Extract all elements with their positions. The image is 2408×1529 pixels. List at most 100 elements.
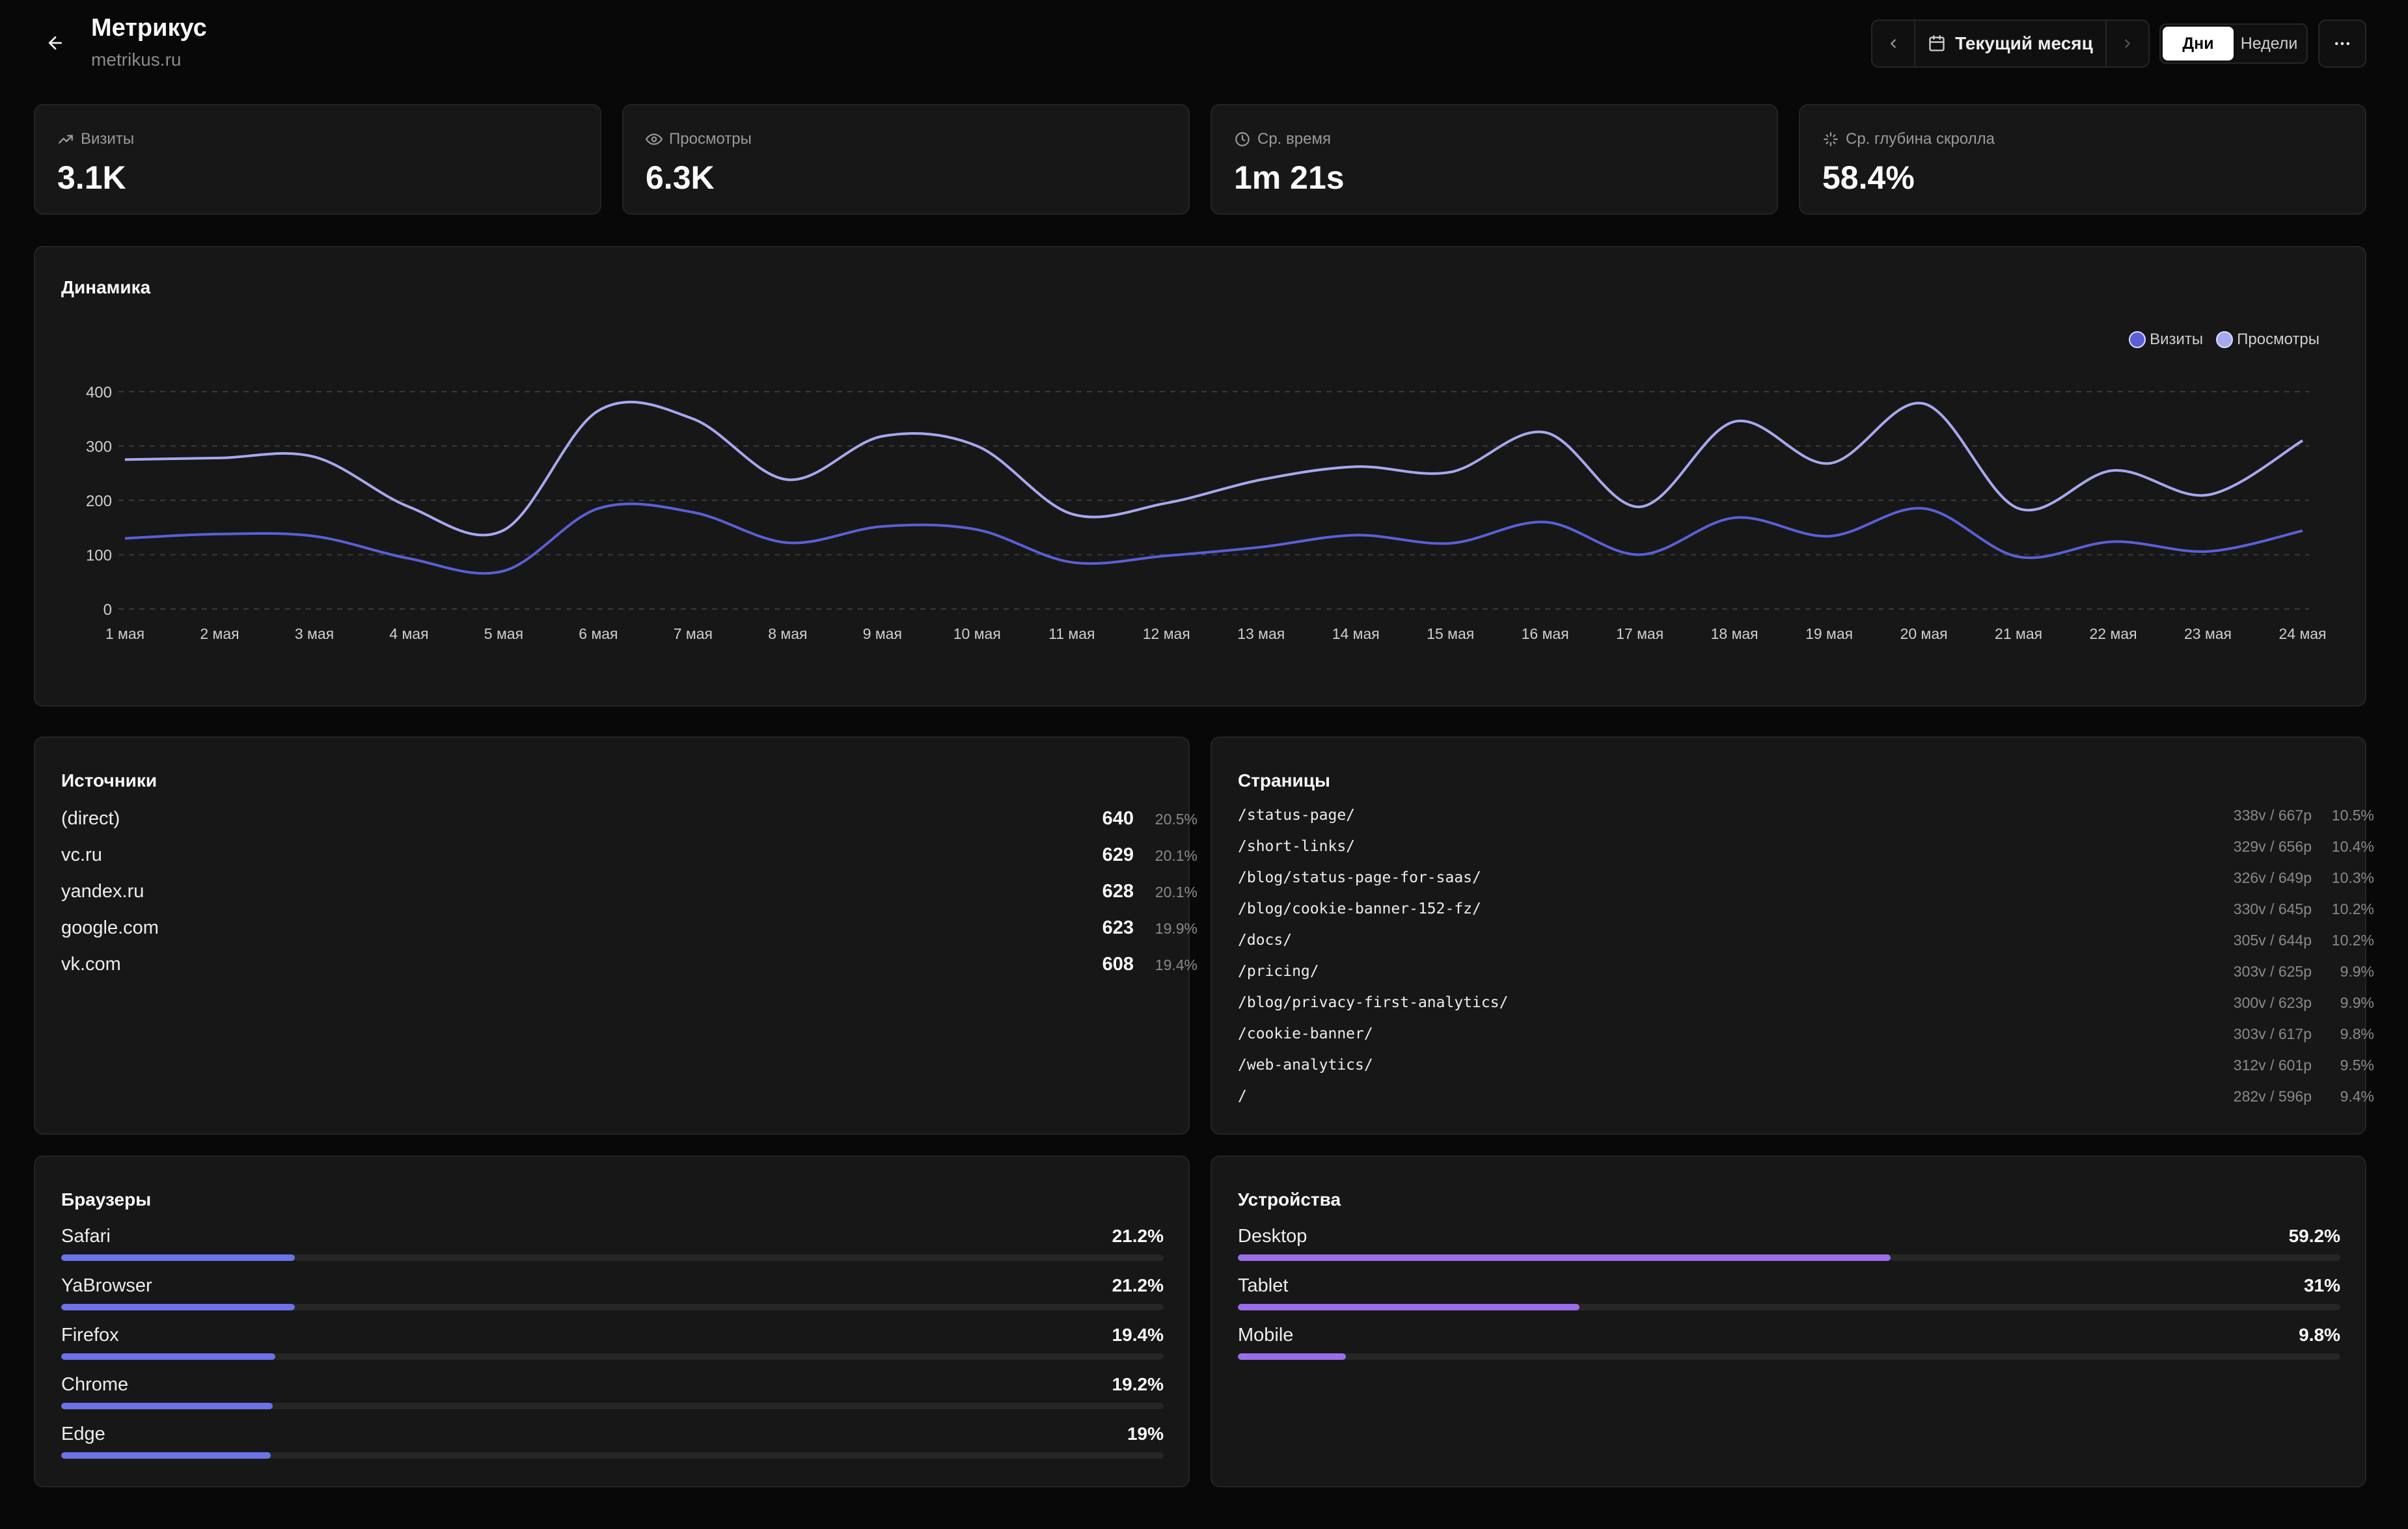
page-percent: 10.3% (2331, 869, 2374, 886)
browsers-title: Браузеры (61, 1189, 152, 1210)
bar-fill (1238, 1254, 1891, 1261)
bar-fill (1238, 1304, 1580, 1310)
kpi-label: Ср. время (1257, 130, 1331, 148)
back-button[interactable] (39, 30, 72, 56)
source-count: 640 (1102, 808, 1134, 829)
dynamics-title: Динамика (61, 277, 151, 297)
x-tick-label: 6 мая (579, 625, 618, 642)
device-row[interactable]: Tablet 31% (1238, 1275, 2340, 1314)
source-name: yandex.ru (61, 881, 144, 902)
browser-percent: 21.2% (1112, 1275, 1164, 1295)
browser-name: Firefox (61, 1325, 119, 1346)
page-visits-views: 282v / 596p (2233, 1088, 2312, 1105)
browsers-card: Браузеры Safari 21.2% YaBrowser 21.2% Fi… (34, 1156, 1190, 1487)
device-name: Mobile (1238, 1325, 1294, 1346)
page-percent: 10.5% (2331, 807, 2374, 824)
more-menu-button[interactable] (2318, 20, 2366, 68)
header: Метрикус metrikus.ru Текущий месяц Дни Н… (0, 0, 2408, 91)
page-path: /blog/privacy-first-analytics/ (1238, 994, 1509, 1011)
page-row[interactable]: /blog/status-page-for-saas/ 326v / 649p … (1238, 869, 2374, 893)
source-percent: 19.9% (1155, 920, 1197, 937)
y-tick-label: 200 (86, 493, 112, 510)
source-percent: 20.1% (1155, 884, 1197, 900)
page-row[interactable]: /web-analytics/ 312v / 601p 9.5% (1238, 1057, 2374, 1080)
page-row[interactable]: /pricing/ 303v / 625p 9.9% (1238, 963, 2374, 986)
y-tick-label: 400 (86, 384, 112, 401)
bar-fill (1238, 1353, 1346, 1360)
pages-card: Страницы /status-page/ 338v / 667p 10.5%… (1211, 737, 2374, 1135)
page-row[interactable]: /cookie-banner/ 303v / 617p 9.8% (1238, 1025, 2374, 1049)
y-tick-label: 0 (103, 601, 112, 619)
page-visits-views: 330v / 645p (2233, 900, 2312, 917)
page-row[interactable]: /docs/ 305v / 644p 10.2% (1238, 932, 2374, 955)
source-row[interactable]: vc.ru 629 20.1% (61, 845, 1197, 871)
x-tick-label: 9 мая (863, 625, 902, 642)
line-chart: 0 100 200 300 400 1 мая 2 мая 3 мая 4 мая 5 мая 6 … (86, 384, 2327, 642)
page-row[interactable]: /status-page/ 338v / 667p 10.5% (1238, 807, 2374, 830)
browser-row[interactable]: Chrome 19.2% (61, 1374, 1164, 1413)
device-row[interactable]: Desktop 59.2% (1238, 1226, 2340, 1265)
legend-item-views[interactable]: Просмотры (2216, 331, 2319, 349)
page-path: /blog/status-page-for-saas/ (1238, 869, 1481, 886)
devices-title: Устройства (1238, 1189, 1341, 1210)
browser-row[interactable]: Safari 21.2% (61, 1226, 1164, 1265)
pages-title: Страницы (1238, 770, 1330, 791)
kpi-value: 1m 21s (1234, 159, 1345, 196)
source-percent: 20.1% (1155, 847, 1197, 864)
legend-item-visits[interactable]: Визиты (2129, 331, 2203, 349)
period-next-button[interactable] (2105, 21, 2148, 66)
device-percent: 31% (2303, 1275, 2340, 1295)
kpi-label: Визиты (81, 130, 135, 148)
page-path: /docs/ (1238, 932, 1293, 949)
source-count: 628 (1102, 881, 1134, 902)
period-prev-button[interactable] (1872, 21, 1915, 66)
source-row[interactable]: yandex.ru 628 20.1% (61, 881, 1197, 907)
page-row[interactable]: /blog/cookie-banner-152-fz/ 330v / 645p … (1238, 900, 2374, 924)
browser-row[interactable]: Firefox 19.4% (61, 1325, 1164, 1364)
kpi-label: Ср. глубина скролла (1846, 130, 1995, 148)
x-tick-label: 8 мая (768, 625, 807, 642)
page-path: /pricing/ (1238, 963, 1319, 980)
browser-percent: 19.2% (1112, 1374, 1164, 1394)
page-percent: 9.8% (2340, 1025, 2374, 1042)
clock-icon (1235, 132, 1250, 146)
page-visits-views: 312v / 601p (2233, 1057, 2312, 1074)
dynamics-card: Динамика Визиты Просмотры 0 100 200 300 400 1… (34, 246, 2366, 707)
page-row[interactable]: / 282v / 596p 9.4% (1238, 1088, 2374, 1111)
granularity-days-button[interactable]: Дни (2163, 27, 2234, 61)
page-path: /status-page/ (1238, 807, 1356, 824)
sources-card: Источники (direct) 640 20.5% vc.ru 629 2… (34, 737, 1197, 1135)
chevron-right-icon (2125, 39, 2130, 48)
visits-line (124, 502, 2303, 575)
period-picker-button[interactable]: Текущий месяц (1915, 33, 2105, 54)
bar-track (1238, 1254, 2340, 1261)
period-selector: Текущий месяц (1871, 20, 2150, 68)
bar-fill (61, 1353, 275, 1360)
source-name: vk.com (61, 954, 121, 975)
source-row[interactable]: vk.com 608 19.4% (61, 954, 1197, 980)
browser-row[interactable]: YaBrowser 21.2% (61, 1275, 1164, 1314)
x-tick-label: 13 мая (1237, 625, 1285, 642)
kpi-value: 58.4% (1822, 159, 1915, 196)
kpi-value: 6.3K (646, 159, 715, 196)
device-name: Tablet (1238, 1275, 1289, 1296)
x-tick-label: 2 мая (200, 625, 239, 642)
kpi-value: 3.1K (57, 159, 126, 196)
page-path: /web-analytics/ (1238, 1057, 1373, 1074)
x-tick-label: 17 мая (1616, 625, 1663, 642)
source-percent: 19.4% (1155, 956, 1197, 973)
browser-percent: 19.4% (1112, 1325, 1164, 1345)
browser-name: Edge (61, 1424, 105, 1444)
page-row[interactable]: /blog/privacy-first-analytics/ 300v / 62… (1238, 994, 2374, 1018)
source-row[interactable]: google.com 623 19.9% (61, 917, 1197, 943)
source-count: 629 (1102, 845, 1134, 865)
page-percent: 9.9% (2340, 994, 2374, 1011)
granularity-weeks-button[interactable]: Недели (2240, 34, 2298, 53)
x-tick-label: 16 мая (1522, 625, 1569, 642)
page-row[interactable]: /short-links/ 329v / 656p 10.4% (1238, 838, 2374, 861)
browser-row[interactable]: Edge 19% (61, 1424, 1164, 1463)
x-tick-label: 1 мая (105, 625, 144, 642)
site-domain: metrikus.ru (91, 49, 182, 70)
device-row[interactable]: Mobile 9.8% (1238, 1325, 2340, 1364)
source-row[interactable]: (direct) 640 20.5% (61, 808, 1197, 834)
